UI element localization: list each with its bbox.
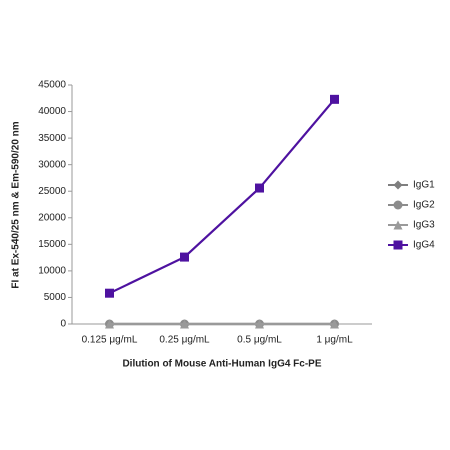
y-axis-title: FI at Ex-540/25 nm & Em-590/20 nm [11,121,22,288]
series-line [109,98,336,295]
x-tick-label: 0.125 μg/mL [82,335,138,346]
y-tick-label: 5000 [44,292,67,303]
y-tick-label: 10000 [38,266,66,277]
y-tick-label: 25000 [38,186,66,197]
x-tick-label: 1 μg/mL [316,335,353,346]
legend-label: IgG3 [413,220,435,231]
legend-marker [393,240,403,250]
y-tick-label: 20000 [38,212,66,223]
legend-label: IgG2 [413,200,435,211]
y-tick-label: 30000 [38,159,66,170]
legend-marker [393,220,403,230]
y-tick-label: 45000 [38,80,66,91]
data-point [180,319,189,329]
data-point [330,319,339,329]
y-tick-label: 35000 [38,133,66,144]
data-point [255,319,264,329]
y-tick-label: 0 [60,319,66,330]
data-point [105,319,114,329]
legend-label: IgG1 [413,180,435,191]
x-tick-label: 0.25 μg/mL [159,335,210,346]
x-axis-title: Dilution of Mouse Anti-Human IgG4 Fc-PE [122,359,321,370]
data-point [255,183,264,193]
y-tick-label: 40000 [38,106,66,117]
y-tick-label: 15000 [38,239,66,250]
legend-marker [393,180,403,190]
x-tick-label: 0.5 μg/mL [237,335,282,346]
legend-marker [393,200,403,210]
data-point [330,94,339,104]
data-point [180,252,189,262]
data-point [105,288,114,298]
legend-label: IgG4 [413,240,435,251]
